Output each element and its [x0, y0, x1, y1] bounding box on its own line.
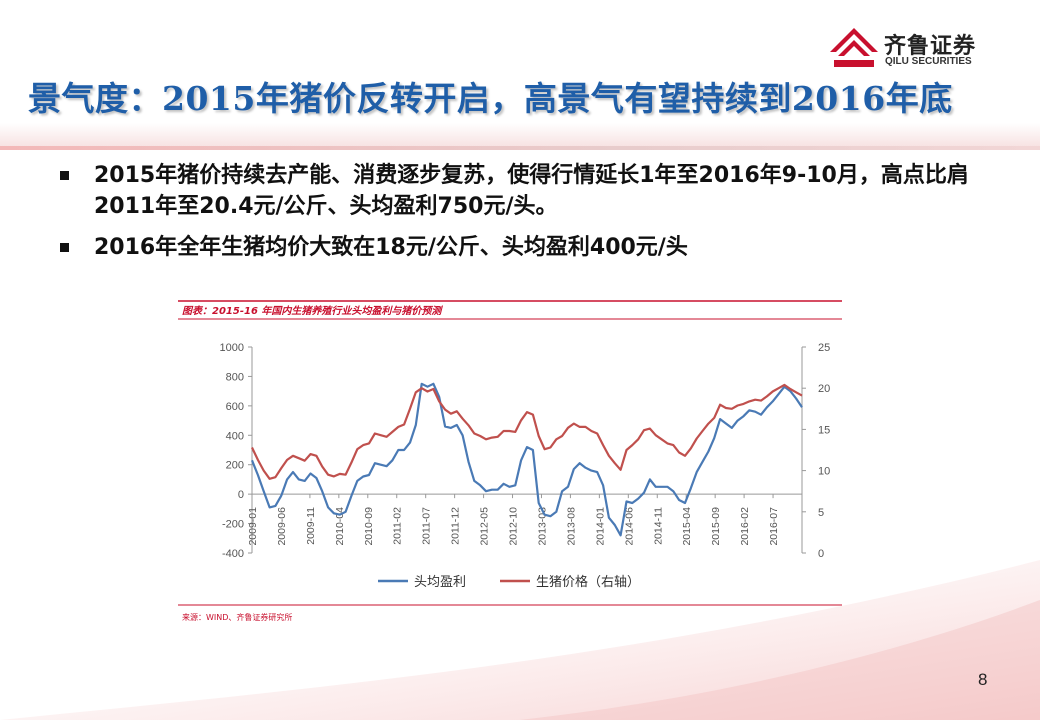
x-tick-label: 2011-07: [421, 507, 433, 545]
x-tick-label: 2013-08: [565, 507, 577, 546]
x-tick-label: 2014-11: [652, 507, 664, 545]
y-left-tick-label: -200: [222, 519, 244, 531]
chart-panel: 图表：2015-16 年国内生猪养殖行业头均盈利与猪价预测 来源：WIND、齐鲁…: [178, 297, 842, 627]
x-tick-label: 2010-04: [334, 507, 346, 546]
y-left-tick-label: -400: [222, 548, 244, 560]
bullet-square-icon: [60, 171, 69, 180]
bullet-list: 2015年猪价持续去产能、消费逐步复苏，使得行情延长1年至2016年9-10月，…: [60, 160, 980, 273]
y-right-tick-label: 10: [818, 466, 830, 478]
bullet-item: 2016年全年生猪均价大致在18元/公斤、头均盈利400元/头: [60, 232, 980, 263]
x-tick-label: 2011-02: [392, 507, 404, 545]
y-left-tick-label: 800: [226, 371, 244, 383]
chart-source: 来源：WIND、齐鲁证券研究所: [182, 612, 292, 622]
legend-label: 头均盈利: [414, 575, 466, 590]
x-tick-label: 2012-05: [479, 507, 491, 546]
profit-price-chart: 图表：2015-16 年国内生猪养殖行业头均盈利与猪价预测 来源：WIND、齐鲁…: [178, 300, 842, 622]
x-tick-label: 2014-06: [623, 507, 635, 546]
series-line-price: [251, 383, 803, 480]
y-right-tick-label: 0: [818, 548, 824, 560]
slide-title: 景气度：2015年猪价反转开启，高景气有望持续到2016年底: [28, 79, 953, 118]
x-tick-label: 2009-01: [247, 507, 259, 546]
bullet-text: 2015年猪价持续去产能、消费逐步复苏，使得行情延长1年至2016年9-10月，…: [94, 163, 969, 219]
bullet-square-icon: [60, 243, 69, 252]
x-tick-label: 2016-07: [768, 507, 780, 546]
page-number: 8: [978, 670, 988, 689]
x-tick-label: 2015-09: [710, 507, 722, 546]
x-tick-label: 2014-01: [594, 507, 606, 546]
company-logo: 齐鲁证券 QILU SECURITIES: [828, 26, 1008, 72]
legend-label: 生猪价格（右轴）: [536, 574, 640, 590]
x-tick-label: 2015-04: [681, 507, 693, 546]
y-left-tick-label: 600: [226, 401, 244, 413]
y-left-tick-label: 0: [238, 489, 244, 501]
logo-name-cn: 齐鲁证券: [884, 34, 977, 59]
title-band: [0, 60, 1040, 150]
logo-mark-icon: [830, 28, 878, 67]
bullet-item: 2015年猪价持续去产能、消费逐步复苏，使得行情延长1年至2016年9-10月，…: [60, 160, 980, 222]
y-left-tick-label: 1000: [220, 342, 244, 354]
x-tick-label: 2016-02: [739, 507, 751, 546]
x-tick-label: 2012-10: [508, 507, 520, 546]
y-left-tick-label: 400: [226, 430, 244, 442]
bullet-text: 2016年全年生猪均价大致在18元/公斤、头均盈利400元/头: [94, 235, 688, 260]
title-divider: [0, 146, 1040, 150]
y-right-tick-label: 25: [818, 342, 830, 354]
x-tick-label: 2013-03: [536, 507, 548, 546]
logo-name-en: QILU SECURITIES: [885, 56, 972, 67]
chart-legend: 头均盈利 生猪价格（右轴）: [378, 574, 640, 590]
chart-title: 图表：2015-16 年国内生猪养殖行业头均盈利与猪价预测: [182, 305, 443, 317]
y-right-tick-label: 15: [818, 424, 830, 436]
y-left-tick-label: 200: [226, 460, 244, 472]
x-tick-label: 2009-11: [305, 507, 317, 545]
y-right-tick-label: 20: [818, 383, 830, 395]
series-line-profit: [250, 382, 803, 537]
x-tick-label: 2009-06: [276, 507, 288, 546]
x-tick-label: 2010-09: [363, 507, 375, 546]
x-tick-label: 2011-12: [450, 507, 462, 545]
y-right-tick-label: 5: [818, 507, 824, 519]
